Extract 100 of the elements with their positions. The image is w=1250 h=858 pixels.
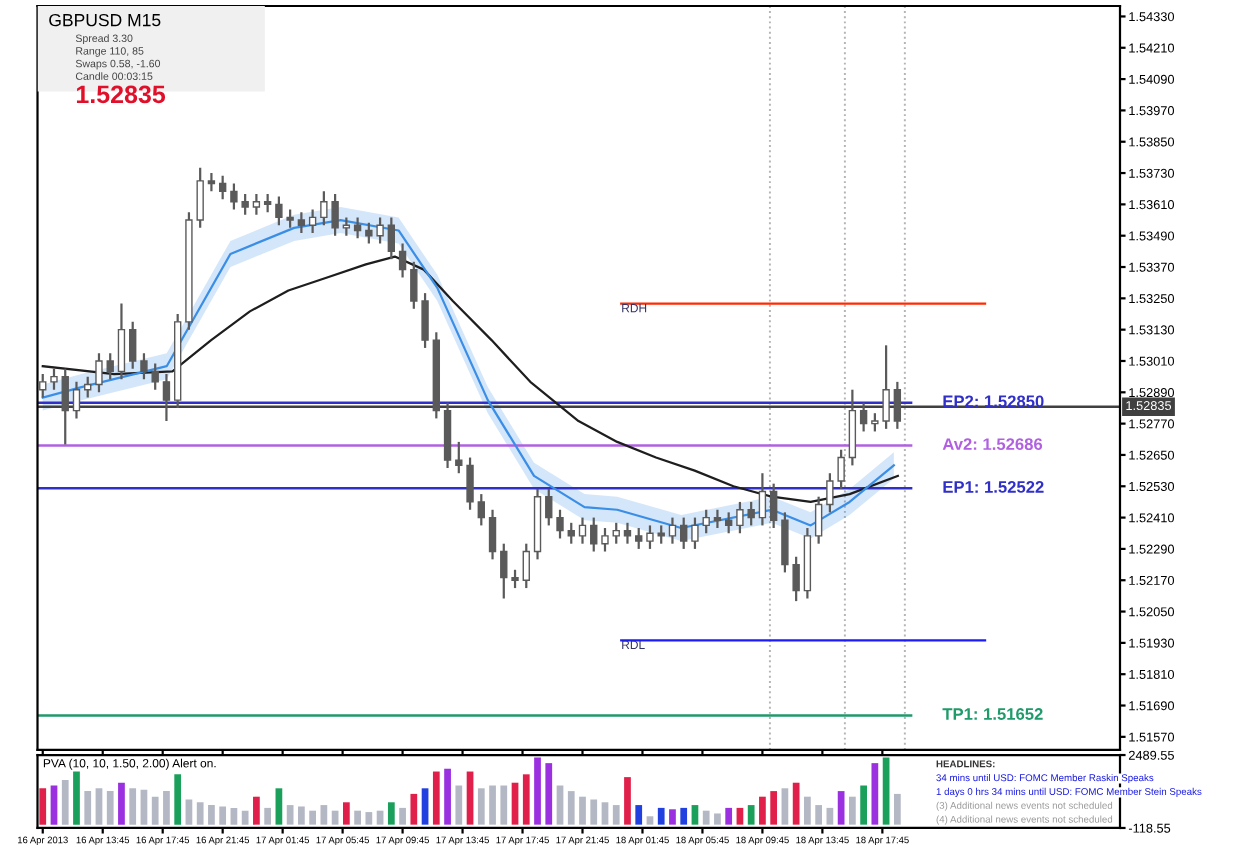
candlestick [398, 242, 407, 279]
candlestick [893, 380, 902, 430]
candlestick [814, 495, 823, 545]
ref-line-label: EP2: 1.52850 [943, 395, 1044, 408]
bar [500, 785, 508, 825]
bar [163, 791, 170, 825]
candlestick [252, 192, 261, 216]
candlestick [455, 440, 463, 475]
candlestick [522, 542, 530, 590]
candlestick [635, 526, 643, 551]
ref-line-label: TP1: 1.51652 [942, 708, 1043, 720]
candlestick [151, 362, 159, 391]
bar [770, 791, 778, 825]
bar [253, 796, 260, 825]
candlestick [342, 216, 351, 237]
bar [759, 796, 766, 825]
candlestick [623, 521, 632, 545]
bar [725, 807, 733, 825]
bar [567, 791, 575, 825]
bar [781, 788, 789, 825]
bar [444, 768, 451, 825]
bar [455, 785, 463, 825]
candlestick [297, 211, 306, 235]
candlestick [129, 320, 137, 370]
candlestick [758, 472, 767, 527]
candlestick [848, 388, 857, 467]
bar [39, 788, 47, 825]
bar [893, 793, 901, 825]
candlestick [680, 516, 688, 551]
bar [837, 791, 845, 825]
bar [804, 796, 811, 825]
candlestick [713, 508, 722, 530]
candlestick [466, 456, 474, 511]
bar [410, 793, 418, 825]
bar [624, 777, 631, 825]
candlestick [106, 352, 114, 381]
bar [365, 812, 373, 825]
bar [477, 788, 485, 825]
candlestick [218, 174, 227, 201]
candlestick [39, 372, 47, 399]
candlestick [612, 521, 620, 545]
bar [736, 807, 744, 825]
bar [73, 771, 80, 825]
ref-line-label: EP1: 1.52522 [943, 481, 1044, 493]
bar [230, 807, 238, 825]
bar [579, 796, 586, 825]
candlestick [601, 526, 609, 553]
bar [691, 805, 699, 825]
candlestick [657, 524, 665, 545]
candlestick [500, 542, 508, 600]
bar [669, 809, 676, 825]
bar [860, 785, 867, 825]
bar [747, 805, 755, 825]
bar [264, 807, 272, 825]
candlestick [567, 521, 575, 545]
bar [399, 807, 406, 825]
ref-line-label: Av2: 1.52686 [942, 438, 1043, 451]
bar [815, 805, 823, 825]
bar [534, 757, 541, 825]
bar [196, 802, 204, 825]
bar [635, 805, 643, 825]
bar [601, 802, 609, 825]
annotation: 1.52835 [76, 85, 166, 104]
bar [95, 788, 103, 825]
bar [342, 802, 350, 825]
bar [421, 788, 429, 825]
candlestick [263, 192, 272, 214]
bar [219, 806, 227, 825]
bar [320, 805, 328, 825]
candlestick [556, 508, 564, 540]
bar [298, 806, 305, 825]
candlestick [387, 216, 396, 261]
candlestick [578, 516, 587, 545]
bar [61, 779, 69, 825]
bar [118, 782, 125, 825]
bar [680, 807, 688, 825]
candlestick [511, 568, 519, 590]
bar [286, 805, 294, 825]
candlestick [72, 380, 81, 420]
bar [792, 782, 800, 825]
bar [275, 788, 283, 825]
candlestick [117, 302, 126, 381]
bar [151, 796, 159, 825]
candlestick [859, 401, 868, 433]
bar [702, 810, 710, 825]
candlestick [61, 367, 69, 446]
bar [871, 763, 879, 825]
candlestick [590, 516, 598, 553]
candlestick [488, 508, 497, 561]
bar [354, 810, 361, 825]
candlestick [50, 367, 58, 391]
bar [309, 810, 316, 825]
bar [241, 810, 249, 825]
candlestick [140, 352, 148, 381]
candlestick [95, 352, 103, 394]
bar [432, 771, 440, 825]
bar [849, 796, 856, 825]
bar [646, 816, 654, 825]
bar [129, 788, 137, 825]
bar [612, 805, 620, 825]
